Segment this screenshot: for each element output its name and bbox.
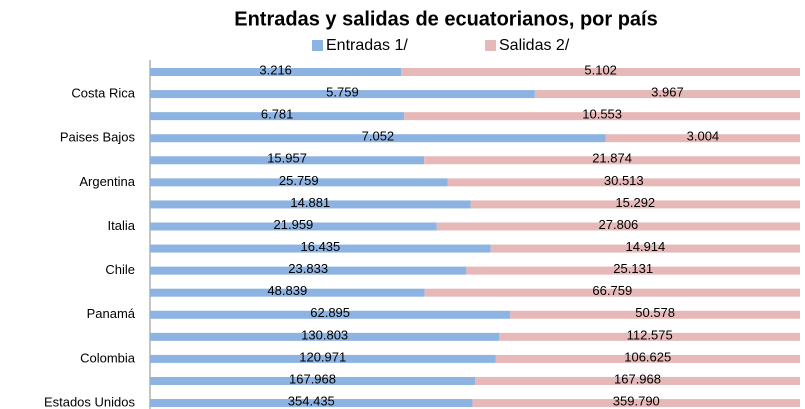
value-label: 15.957 xyxy=(267,151,307,166)
bar-segment xyxy=(605,134,800,143)
bar-segment xyxy=(150,90,535,99)
chart-title: Entradas y salidas de ecuatorianos, por … xyxy=(234,8,658,30)
bar-segment xyxy=(150,310,511,319)
bar-segment xyxy=(150,244,491,253)
bar-segment xyxy=(470,200,800,209)
value-label: 21.959 xyxy=(274,217,314,232)
bar-segment xyxy=(150,376,475,385)
bar-segment xyxy=(510,310,800,319)
value-label: 14.881 xyxy=(290,195,330,210)
y-tick-label: Colombia xyxy=(80,350,136,365)
y-tick-label: Chile xyxy=(105,262,135,277)
bar-segment xyxy=(495,354,800,363)
value-label: 6.781 xyxy=(261,107,294,122)
value-label: 130.803 xyxy=(301,327,348,342)
bar-segment xyxy=(436,222,800,231)
value-label: 16.435 xyxy=(301,239,341,254)
value-label: 5.759 xyxy=(326,85,359,100)
bar-segment xyxy=(150,200,471,209)
value-label: 62.895 xyxy=(310,305,350,320)
value-label: 25.131 xyxy=(613,261,653,276)
bar-segment xyxy=(150,332,500,341)
bar-segment xyxy=(150,134,606,143)
value-label: 106.625 xyxy=(624,349,671,364)
bar-segment xyxy=(150,354,496,363)
bar-segment xyxy=(534,90,800,99)
bar-segment xyxy=(150,266,467,275)
bar-segment xyxy=(447,178,800,187)
bar-segment xyxy=(404,112,800,121)
y-tick-label: Costa Rica xyxy=(71,86,135,101)
value-label: 167.968 xyxy=(289,371,336,386)
value-label: 5.102 xyxy=(584,62,617,77)
value-label: 7.052 xyxy=(362,129,395,144)
y-tick-label: Estados Unidos xyxy=(44,394,136,409)
value-label: 23.833 xyxy=(288,261,328,276)
y-tick-label: Italia xyxy=(108,218,136,233)
value-label: 48.839 xyxy=(267,283,307,298)
legend-label: Entradas 1/ xyxy=(326,37,408,54)
value-label: 30.513 xyxy=(604,173,644,188)
value-label: 14.914 xyxy=(626,239,666,254)
bar-segment xyxy=(150,156,425,165)
bar-segment xyxy=(466,266,800,275)
bar-segment xyxy=(499,332,800,341)
value-label: 3.967 xyxy=(651,85,684,100)
value-label: 66.759 xyxy=(592,283,632,298)
value-label: 167.968 xyxy=(614,371,661,386)
bar-segment xyxy=(472,399,800,408)
legend-swatch xyxy=(485,40,496,51)
value-label: 15.292 xyxy=(615,195,655,210)
bar-segment xyxy=(150,222,437,231)
value-label: 112.575 xyxy=(627,327,673,342)
value-label: 3.004 xyxy=(687,129,720,144)
legend-swatch xyxy=(312,40,323,51)
bar-segment xyxy=(150,399,473,408)
bar-segment xyxy=(150,68,402,76)
bar-segment xyxy=(424,156,800,165)
bar-segment xyxy=(401,68,800,76)
value-label: 10.553 xyxy=(582,107,622,122)
value-label: 354.435 xyxy=(288,393,335,408)
bar-segment xyxy=(424,288,800,297)
bar-segment xyxy=(150,112,405,121)
value-label: 120.971 xyxy=(299,349,346,364)
value-label: 359.790 xyxy=(613,393,660,408)
value-label: 50.578 xyxy=(635,305,675,320)
legend-label: Salidas 2/ xyxy=(499,37,570,54)
bar-segment xyxy=(150,288,425,297)
y-tick-label: Argentina xyxy=(79,174,135,189)
bar-segment xyxy=(490,244,800,253)
value-label: 21.874 xyxy=(592,151,632,166)
bar-segment xyxy=(150,178,448,187)
value-label: 25.759 xyxy=(279,173,319,188)
y-tick-label: Panamá xyxy=(87,306,136,321)
value-label: 27.806 xyxy=(599,217,639,232)
value-label: 3.216 xyxy=(259,62,292,77)
y-tick-label: Paises Bajos xyxy=(60,130,136,145)
bar-segment xyxy=(475,376,800,385)
